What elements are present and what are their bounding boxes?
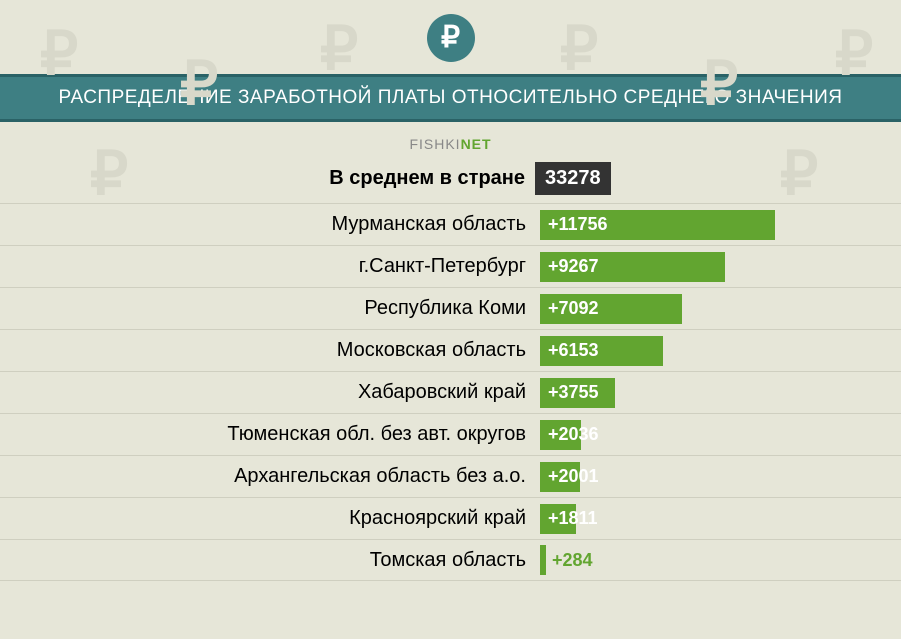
bar-value-outside: +284 bbox=[552, 550, 593, 571]
chart-row: г.Санкт-Петербург+9267+9267 bbox=[0, 245, 901, 287]
chart-row: Красноярский край+1811+1811 bbox=[0, 497, 901, 539]
ruble-watermark: ₽ bbox=[90, 144, 128, 204]
chart-row: Томская область+284+284 bbox=[0, 539, 901, 581]
ruble-watermark: ₽ bbox=[560, 19, 598, 79]
bar-cell: +1811+1811 bbox=[540, 498, 901, 539]
chart-row: Хабаровский край+3755+3755 bbox=[0, 371, 901, 413]
bar: +11756 bbox=[540, 210, 775, 240]
average-row: В среднем в стране 33278 bbox=[0, 162, 901, 195]
bar-cell: +11756+11756 bbox=[540, 204, 901, 245]
bar-cell: +7092+7092 bbox=[540, 288, 901, 329]
row-label: Мурманская область bbox=[0, 204, 540, 245]
bar-value: +2001 bbox=[548, 466, 599, 487]
chart-row: Архангельская область без а.о.+2001+2001 bbox=[0, 455, 901, 497]
bar-value: +6153 bbox=[548, 340, 599, 361]
row-label: Красноярский край bbox=[0, 498, 540, 539]
bar: +284 bbox=[540, 545, 546, 575]
row-label: Тюменская обл. без авт. округов bbox=[0, 414, 540, 455]
row-label: Республика Коми bbox=[0, 288, 540, 329]
bar-cell: +2036+2036 bbox=[540, 414, 901, 455]
bar-cell: +6153+6153 bbox=[540, 330, 901, 371]
bar-cell: +3755+3755 bbox=[540, 372, 901, 413]
bar-value: +1811 bbox=[548, 508, 598, 529]
ruble-watermark: ₽ bbox=[320, 19, 358, 79]
ruble-watermark: ₽ bbox=[780, 144, 818, 204]
bar: +2036 bbox=[540, 420, 581, 450]
chart-row: Мурманская область+11756+11756 bbox=[0, 203, 901, 245]
chart-row: Тюменская обл. без авт. округов+2036+203… bbox=[0, 413, 901, 455]
bar: +9267 bbox=[540, 252, 725, 282]
bar-value: +3755 bbox=[548, 382, 599, 403]
bar-value: +7092 bbox=[548, 298, 599, 319]
chart-row: Московская область+6153+6153 bbox=[0, 329, 901, 371]
bar: +2001 bbox=[540, 462, 580, 492]
row-label: Томская область bbox=[0, 540, 540, 580]
bar-cell: +9267+9267 bbox=[540, 246, 901, 287]
brand-label: FISHKINET bbox=[0, 136, 901, 152]
row-label: Архангельская область без а.о. bbox=[0, 456, 540, 497]
brand-part1: FISHKI bbox=[409, 136, 460, 152]
row-label: Хабаровский край bbox=[0, 372, 540, 413]
brand-part2: NET bbox=[461, 136, 492, 152]
row-label: г.Санкт-Петербург bbox=[0, 246, 540, 287]
chart-row: Республика Коми+7092+7092 bbox=[0, 287, 901, 329]
bar: +7092 bbox=[540, 294, 682, 324]
ruble-watermark: ₽ bbox=[180, 54, 218, 114]
bar-cell: +2001+2001 bbox=[540, 456, 901, 497]
bar-value: +11756 bbox=[548, 214, 608, 235]
bar-value: +9267 bbox=[548, 256, 599, 277]
ruble-watermark: ₽ bbox=[700, 54, 738, 114]
bar-value: +2036 bbox=[548, 424, 599, 445]
title-band: РАСПРЕДЕЛЕНИЕ ЗАРАБОТНОЙ ПЛАТЫ ОТНОСИТЕЛ… bbox=[0, 74, 901, 122]
bar: +1811 bbox=[540, 504, 576, 534]
ruble-watermark: ₽ bbox=[835, 24, 873, 84]
row-label: Московская область bbox=[0, 330, 540, 371]
average-label: В среднем в стране bbox=[0, 167, 535, 190]
bar: +6153 bbox=[540, 336, 663, 366]
ruble-watermark: ₽ bbox=[40, 24, 78, 84]
bar-cell: +284 +284 bbox=[540, 540, 901, 580]
ruble-icon: ₽ bbox=[427, 14, 475, 62]
bar-chart: Мурманская область+11756+11756г.Санкт-Пе… bbox=[0, 203, 901, 581]
bar: +3755 bbox=[540, 378, 615, 408]
average-value-box: 33278 bbox=[535, 162, 611, 195]
